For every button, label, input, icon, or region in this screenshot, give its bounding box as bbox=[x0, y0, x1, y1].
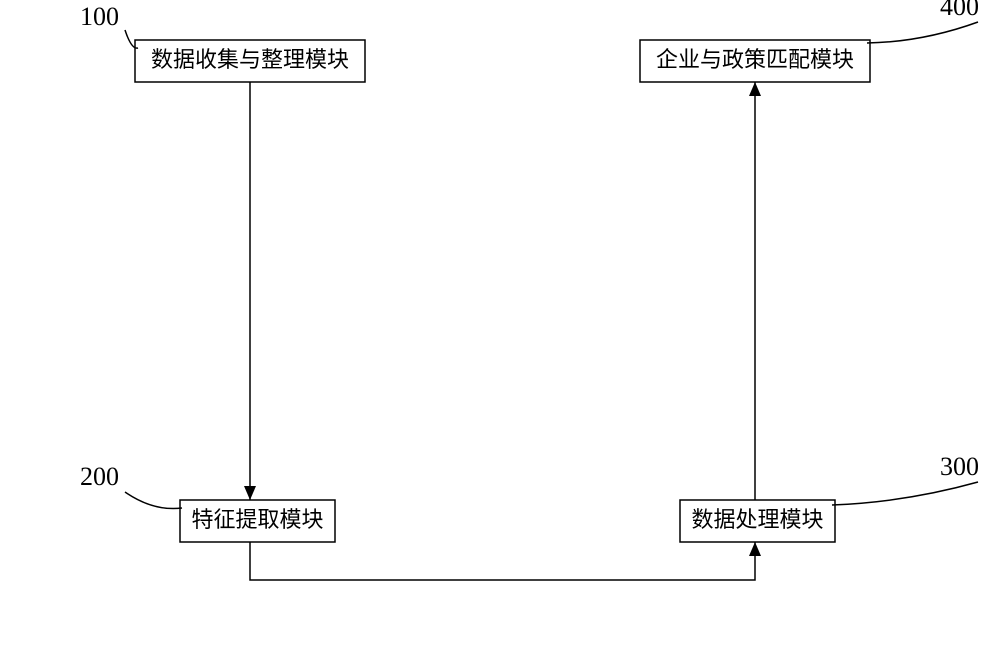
node-n300: 数据处理模块 bbox=[680, 500, 835, 542]
node-label-n300: 数据处理模块 bbox=[691, 507, 823, 532]
ref-label-n200: 200 bbox=[80, 462, 119, 491]
leader-n300 bbox=[832, 482, 978, 505]
ref-label-n100: 100 bbox=[80, 2, 119, 31]
leader-n200 bbox=[125, 492, 182, 509]
leader-n400 bbox=[867, 22, 978, 43]
edge-n200-n300 bbox=[250, 542, 755, 580]
arrowhead-n300-n400 bbox=[749, 82, 761, 96]
node-label-n400: 企业与政策匹配模块 bbox=[656, 47, 854, 72]
node-label-n200: 特征提取模块 bbox=[191, 507, 323, 532]
ref-label-n400: 400 bbox=[940, 0, 979, 21]
node-n100: 数据收集与整理模块 bbox=[135, 40, 365, 82]
node-n400: 企业与政策匹配模块 bbox=[640, 40, 870, 82]
ref-label-n300: 300 bbox=[940, 452, 979, 481]
node-label-n100: 数据收集与整理模块 bbox=[151, 47, 349, 72]
node-n200: 特征提取模块 bbox=[180, 500, 335, 542]
flowchart-canvas: 数据收集与整理模块 100 企业与政策匹配模块 400 特征提取模块 200 数据处理模块 3… bbox=[0, 0, 1000, 645]
arrowhead-n200-n300 bbox=[749, 542, 761, 556]
arrowhead-n100-n200 bbox=[244, 486, 256, 500]
